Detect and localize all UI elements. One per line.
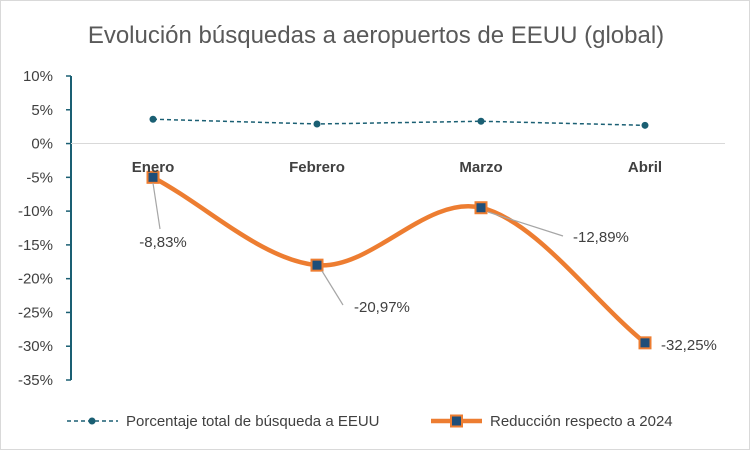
legend-swatch-marker [450,414,463,428]
data-label-reduccion: -32,25% [661,337,717,354]
legend-label: Porcentaje total de búsqueda a EEUU [126,413,380,430]
x-category-label: Enero [132,159,175,176]
legend-swatch-marker [88,417,96,425]
series-point-reduccion [638,336,652,350]
data-label-leader [487,211,564,237]
labels-layer: -8,83% -20,97% -12,89% -32,25% Enero Febrero M… [132,159,717,354]
series-point-porcentaje-total [313,120,321,128]
series-point-porcentaje-total [641,121,649,129]
y-tick-label: -35% [18,372,53,389]
x-category-label: Marzo [459,159,502,176]
series-point-porcentaje-total [149,115,157,123]
series-point-porcentaje-total [477,117,485,125]
data-label-reduccion: -8,83% [139,234,187,251]
series-point-reduccion [310,258,324,272]
y-tick-label: 0% [31,136,53,153]
series-layer [146,115,652,350]
series-point-reduccion [146,170,160,184]
x-category-label: Abril [628,159,662,176]
y-tick-label: -20% [18,271,53,288]
legend: Porcentaje total de búsqueda a EEUU Reduc… [67,413,673,430]
y-tick-label: -5% [26,169,53,186]
y-tick-label: -15% [18,237,53,254]
y-tick-label: -25% [18,304,53,321]
data-label-leader [152,182,161,230]
data-label-reduccion: -20,97% [354,299,410,316]
axes: 10% 5% 0% -5% -10% -15% -20% -25% -30% -35% [18,68,725,389]
y-tick-label: 5% [31,102,53,119]
chart-title: Evolución búsquedas a aeropuertos de EEU… [88,22,664,49]
y-tick-label: 10% [23,68,53,85]
series-line-porcentaje-total [152,118,646,127]
data-label-leader [321,270,344,306]
y-tick-label: -10% [18,203,53,220]
legend-label: Reducción respecto a 2024 [490,413,673,430]
series-line-reduccion [150,175,648,346]
series-point-reduccion [474,201,488,215]
x-category-label: Febrero [289,159,345,176]
data-label-reduccion: -12,89% [573,229,629,246]
y-tick-label: -30% [18,338,53,355]
